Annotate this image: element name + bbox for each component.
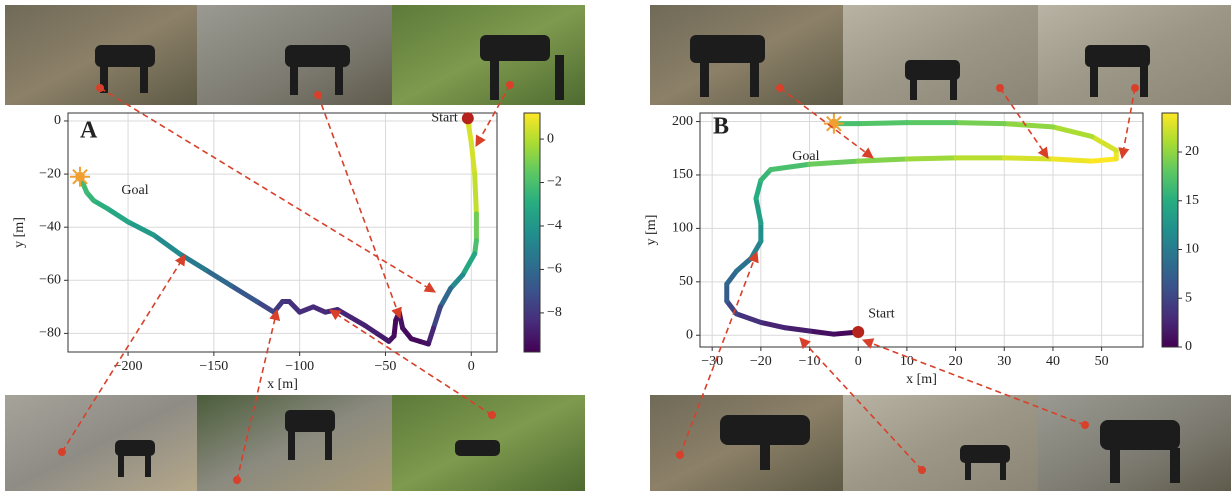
x-tick-label: 40 xyxy=(1046,354,1060,369)
y-axis-label: y [m] xyxy=(12,217,27,248)
figure: −200−150−100−5000−20−40−60−80x [m]y [m]A… xyxy=(0,0,1231,491)
trajectory-segment xyxy=(1053,159,1092,161)
start-marker xyxy=(852,326,864,338)
y-tick-label: 50 xyxy=(679,274,693,289)
x-axis-label: x [m] xyxy=(267,377,298,392)
trajectory-segment xyxy=(1092,159,1116,161)
arrow-dot xyxy=(1081,421,1089,429)
trajectory-segment xyxy=(956,123,1005,124)
arrow-dot xyxy=(488,411,496,419)
goal-label: Goal xyxy=(792,149,819,164)
photo xyxy=(843,395,1038,491)
x-tick-label: 30 xyxy=(997,354,1011,369)
colorbar-tick-label: 20 xyxy=(1185,144,1199,159)
colorbar xyxy=(524,113,540,352)
goal-marker xyxy=(75,172,85,182)
y-tick-label: 200 xyxy=(672,114,693,129)
arrow-dot xyxy=(996,84,1004,92)
trajectory-segment xyxy=(471,142,474,174)
colorbar-tick-label: 10 xyxy=(1185,242,1199,257)
trajectory-segment xyxy=(858,159,907,161)
colorbar-tick-label: −2 xyxy=(547,175,562,190)
arrow-dot xyxy=(1131,84,1139,92)
trajectory-segment xyxy=(785,328,809,331)
arrow-dot xyxy=(506,81,514,89)
y-tick-label: −20 xyxy=(39,166,61,181)
colorbar-tick-label: −8 xyxy=(547,305,562,320)
trajectory-segment xyxy=(1004,158,1053,159)
x-tick-label: −30 xyxy=(701,354,723,369)
colorbar xyxy=(1162,113,1178,347)
x-tick-label: −50 xyxy=(375,359,397,374)
x-tick-label: 0 xyxy=(855,354,862,369)
goal-marker xyxy=(829,119,839,129)
goal-label: Goal xyxy=(121,183,148,198)
y-tick-label: 150 xyxy=(672,167,693,182)
photo xyxy=(843,5,1038,105)
arrow-dot xyxy=(776,84,784,92)
x-tick-label: −200 xyxy=(114,359,143,374)
colorbar-tick-label: 0 xyxy=(547,131,554,146)
arrow-dot xyxy=(96,84,104,92)
x-tick-label: −20 xyxy=(750,354,772,369)
x-tick-label: −100 xyxy=(285,359,314,374)
colorbar-tick-label: −6 xyxy=(547,262,562,277)
plot-area xyxy=(68,113,497,352)
start-label: Start xyxy=(431,111,458,126)
panel-label: B xyxy=(713,114,729,140)
arrow-dot xyxy=(58,448,66,456)
colorbar-tick-label: 5 xyxy=(1185,290,1192,305)
arrow-dot xyxy=(918,466,926,474)
trajectory-segment xyxy=(810,331,834,334)
colorbar-tick-label: 15 xyxy=(1185,193,1199,208)
panel-label: A xyxy=(80,118,98,144)
y-tick-label: 100 xyxy=(672,221,693,236)
x-tick-label: 50 xyxy=(1095,354,1109,369)
y-tick-label: −40 xyxy=(39,219,61,234)
arrow-dot xyxy=(314,91,322,99)
x-tick-label: 20 xyxy=(949,354,963,369)
y-tick-label: 0 xyxy=(686,327,693,342)
start-marker xyxy=(462,112,474,124)
trajectory-segment xyxy=(858,123,907,124)
y-tick-label: −60 xyxy=(39,273,61,288)
colorbar-tick-label: 0 xyxy=(1185,339,1192,354)
y-tick-label: −80 xyxy=(39,326,61,341)
trajectory-segment xyxy=(1004,124,1053,127)
y-tick-label: 0 xyxy=(54,113,61,128)
trajectory-segment xyxy=(475,174,477,214)
photo xyxy=(5,395,197,491)
trajectory-segment xyxy=(907,158,956,159)
y-axis-label: y [m] xyxy=(644,215,659,246)
x-tick-label: 0 xyxy=(468,359,475,374)
arrow-dot xyxy=(233,476,241,484)
x-axis-label: x [m] xyxy=(906,372,937,387)
arrow-dot xyxy=(676,451,684,459)
colorbar-tick-label: −4 xyxy=(547,218,562,233)
x-tick-label: −150 xyxy=(199,359,228,374)
plot-area xyxy=(700,113,1143,347)
start-label: Start xyxy=(868,306,895,321)
